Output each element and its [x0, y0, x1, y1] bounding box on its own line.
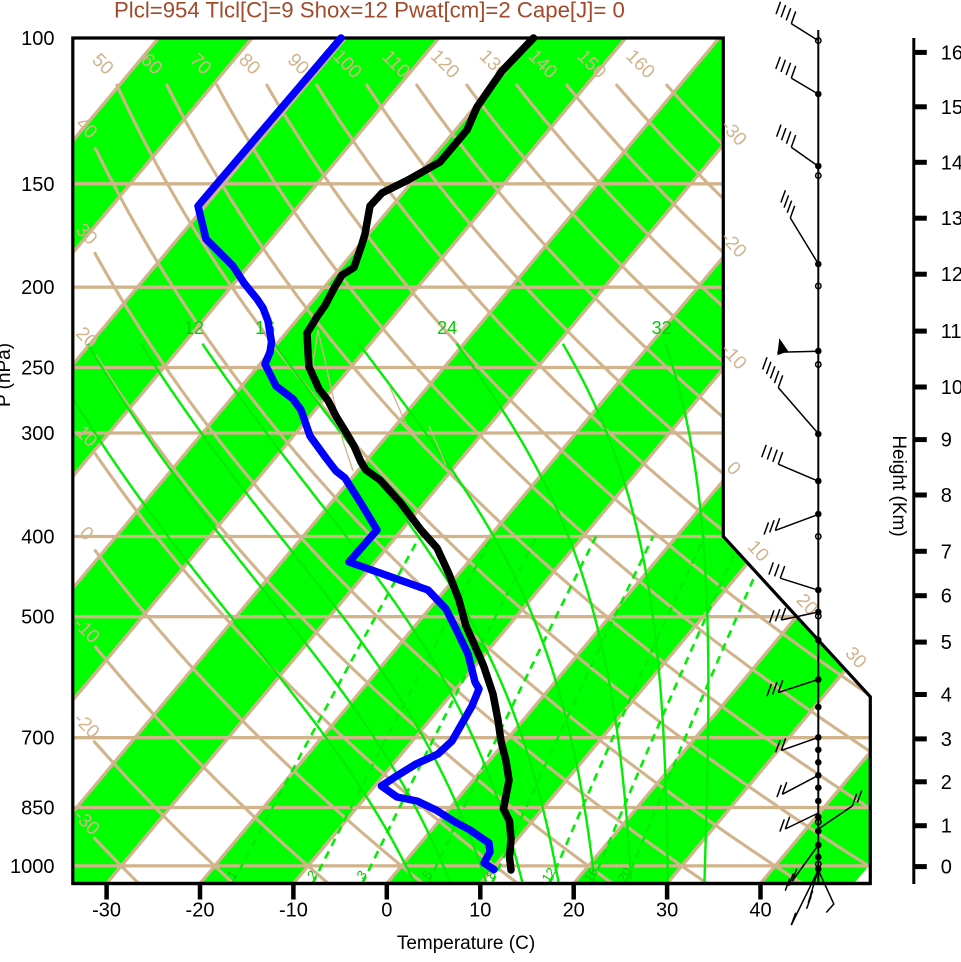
svg-text:16: 16 [941, 42, 961, 64]
svg-text:150: 150 [21, 174, 54, 196]
svg-text:700: 700 [21, 728, 54, 750]
svg-text:24: 24 [437, 318, 457, 338]
svg-text:10: 10 [941, 377, 961, 399]
svg-text:-30: -30 [92, 900, 121, 922]
svg-text:0: 0 [381, 900, 392, 922]
svg-text:11: 11 [941, 321, 961, 343]
svg-text:4: 4 [941, 685, 952, 707]
svg-text:400: 400 [21, 527, 54, 549]
svg-text:9: 9 [941, 430, 952, 452]
svg-text:Height (Km): Height (Km) [888, 435, 909, 536]
svg-text:7: 7 [941, 541, 952, 563]
svg-text:32: 32 [652, 318, 672, 338]
svg-text:2: 2 [941, 772, 952, 794]
svg-text:100: 100 [21, 28, 54, 50]
svg-text:13: 13 [941, 208, 961, 230]
svg-text:P (hPa): P (hPa) [0, 343, 15, 407]
svg-text:250: 250 [21, 358, 54, 380]
svg-text:5: 5 [941, 632, 952, 654]
svg-text:-10: -10 [279, 900, 308, 922]
svg-text:Temperature (C): Temperature (C) [397, 933, 535, 954]
svg-text:300: 300 [21, 423, 54, 445]
svg-text:1: 1 [941, 816, 952, 838]
svg-text:6: 6 [941, 586, 952, 608]
svg-text:14: 14 [941, 152, 961, 174]
svg-text:1000: 1000 [10, 856, 55, 878]
svg-text:8: 8 [941, 485, 952, 507]
svg-text:12: 12 [941, 264, 961, 286]
svg-text:850: 850 [21, 798, 54, 820]
svg-text:30: 30 [656, 900, 678, 922]
svg-text:200: 200 [21, 277, 54, 299]
svg-text:Plcl=954 Tlcl[C]=9 Shox=12 Pwa: Plcl=954 Tlcl[C]=9 Shox=12 Pwat[cm]=2 Ca… [114, 0, 625, 23]
svg-text:40: 40 [749, 900, 771, 922]
svg-text:15: 15 [941, 97, 961, 119]
svg-text:12: 12 [184, 318, 204, 338]
svg-text:3: 3 [941, 729, 952, 751]
svg-text:-20: -20 [186, 900, 215, 922]
svg-text:0: 0 [941, 857, 952, 879]
svg-text:10: 10 [469, 900, 491, 922]
svg-text:20: 20 [563, 900, 585, 922]
svg-text:500: 500 [21, 607, 54, 629]
